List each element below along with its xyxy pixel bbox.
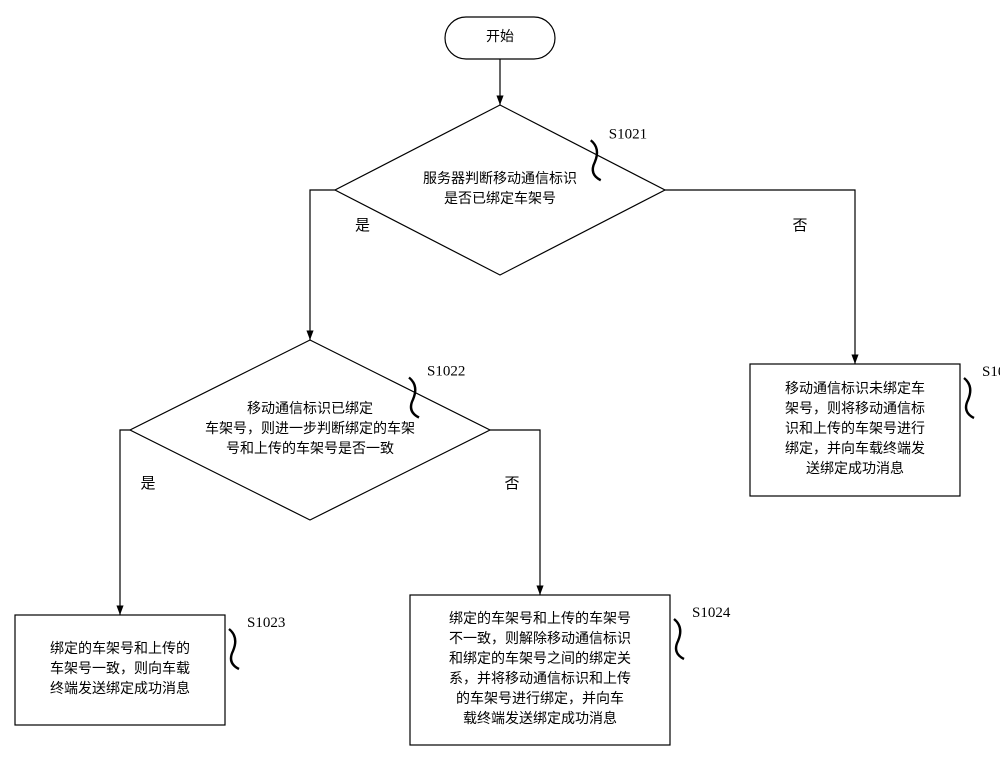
svg-text:车架号，则进一步判断绑定的车架: 车架号，则进一步判断绑定的车架: [205, 420, 415, 437]
svg-text:车架号一致，则向车载: 车架号一致，则向车载: [50, 660, 190, 677]
svg-text:系，并将移动通信标识和上传: 系，并将移动通信标识和上传: [449, 671, 631, 687]
svg-text:终端发送绑定成功消息: 终端发送绑定成功消息: [50, 680, 190, 697]
svg-text:送绑定成功消息: 送绑定成功消息: [806, 460, 904, 477]
svg-text:绑定的车架号和上传的: 绑定的车架号和上传的: [50, 640, 190, 657]
step-label: S1025: [982, 364, 1000, 380]
svg-text:绑定的车架号和上传的车架号: 绑定的车架号和上传的车架号: [449, 610, 631, 627]
edge-label: 否: [792, 218, 807, 234]
svg-text:服务器判断移动通信标识: 服务器判断移动通信标识: [423, 171, 577, 187]
svg-text:载终端发送绑定成功消息: 载终端发送绑定成功消息: [463, 710, 617, 727]
edge-label: 是: [140, 476, 155, 492]
svg-text:不一致，则解除移动通信标识: 不一致，则解除移动通信标识: [449, 631, 631, 647]
svg-text:移动通信标识已绑定: 移动通信标识已绑定: [247, 401, 373, 417]
edge-label: 是: [355, 218, 370, 234]
edge: [120, 430, 130, 615]
svg-text:号和上传的车架号是否一致: 号和上传的车架号是否一致: [226, 440, 394, 457]
svg-text:移动通信标识未绑定车: 移动通信标识未绑定车: [785, 380, 925, 397]
callout-hook: [964, 378, 974, 418]
edge-label: 否: [504, 476, 519, 492]
svg-text:绑定，并向车载终端发: 绑定，并向车载终端发: [785, 440, 925, 457]
step-label: S1022: [427, 364, 465, 380]
step-label: S1021: [609, 126, 647, 142]
svg-text:架号，则将移动通信标: 架号，则将移动通信标: [785, 401, 925, 417]
step-label: S1024: [692, 605, 731, 621]
svg-text:的车架号进行绑定，并向车: 的车架号进行绑定，并向车: [456, 690, 624, 707]
edge: [490, 430, 540, 595]
svg-text:识和上传的车架号进行: 识和上传的车架号进行: [785, 420, 925, 437]
step-label: S1023: [247, 615, 285, 631]
start-label: 开始: [486, 29, 514, 45]
edge: [310, 190, 335, 340]
callout-hook: [674, 619, 684, 659]
callout-hook: [229, 629, 239, 669]
edge: [665, 190, 855, 364]
svg-text:是否已绑定车架号: 是否已绑定车架号: [444, 190, 556, 207]
svg-text:和绑定的车架号之间的绑定关: 和绑定的车架号之间的绑定关: [449, 650, 631, 667]
